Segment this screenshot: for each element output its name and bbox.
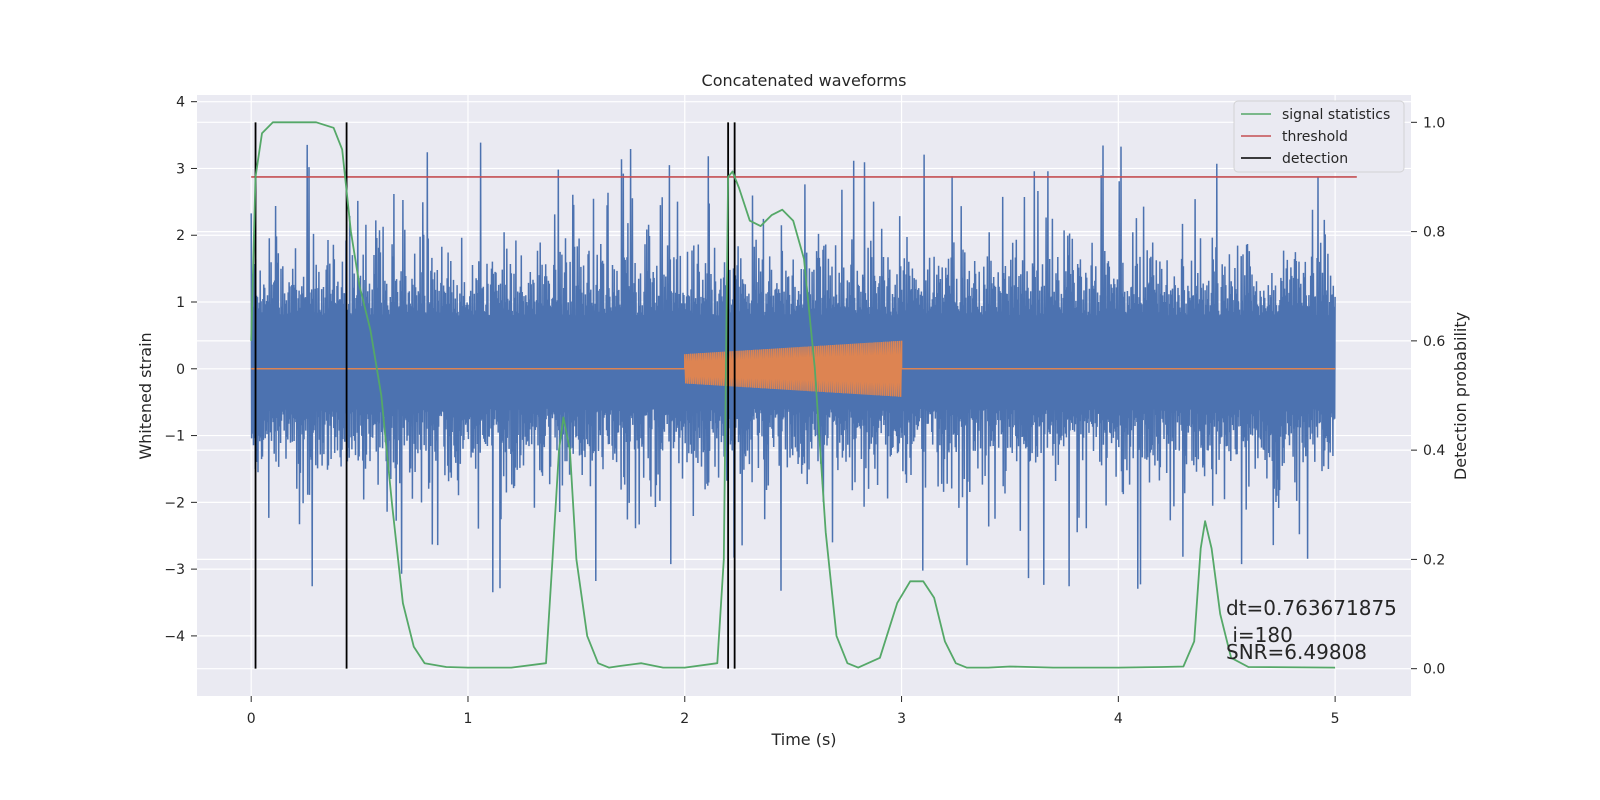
y-tick-label-left: 1 [176, 295, 185, 311]
y-tick-label-right: 0.0 [1423, 662, 1445, 678]
detection-series [254, 122, 736, 669]
legend-label-threshold: threshold [1282, 129, 1348, 145]
annotation-snr: SNR=6.49808 [1226, 640, 1367, 664]
injected-signal-line [251, 340, 1336, 397]
y-tick-label-right: 0.8 [1423, 225, 1445, 241]
y-tick-label-left: 0 [176, 362, 185, 378]
y-tick-label-left: 2 [176, 228, 185, 244]
axis-ticks: 0 1 2 3 4 5 −4 −3 −2 −1 0 1 2 3 4 0.0 0.2 0.4 0.6 0.8 1.0 [164, 95, 1445, 727]
annotation-dt: dt=0.763671875 [1226, 596, 1397, 620]
y-tick-label-left: −2 [164, 495, 185, 511]
legend-label-detection: detection [1282, 151, 1348, 167]
legend: signal statistics threshold detection [1233, 100, 1405, 173]
legend-label-signal-statistics: signal statistics [1282, 107, 1390, 123]
x-axis-label: Time (s) [770, 730, 836, 749]
x-tick-label: 4 [1114, 711, 1123, 727]
signal-statistics-line [250, 121, 1336, 669]
y-tick-label-right: 0.4 [1423, 443, 1445, 459]
noise-series [250, 142, 1336, 593]
y-tick-label-left: −3 [164, 562, 185, 578]
y-tick-label-right: 1.0 [1423, 115, 1445, 131]
x-tick-label: 3 [897, 711, 906, 727]
x-tick-label: 2 [680, 711, 689, 727]
y-tick-label-left: 3 [176, 161, 185, 177]
x-tick-label: 5 [1331, 711, 1340, 727]
y-axis-label-right: Detection probability [1451, 312, 1470, 480]
legend-box [1233, 100, 1405, 173]
x-tick-label: 0 [247, 711, 256, 727]
x-tick-label: 1 [464, 711, 473, 727]
y-tick-label-right: 0.6 [1423, 334, 1445, 350]
y-tick-label-left: −1 [164, 429, 185, 445]
chart-title: Concatenated waveforms [702, 71, 907, 90]
y-axis-label-left: Whitened strain [136, 332, 155, 459]
signal-statistics-series [250, 121, 1336, 669]
y-tick-label-left: −4 [164, 629, 185, 645]
noise-line [250, 142, 1336, 593]
y-tick-label-right: 0.2 [1423, 552, 1445, 568]
injected-signal-series [251, 340, 1336, 397]
annotation-i: i=180 [1226, 623, 1293, 647]
y-tick-label-left: 4 [176, 95, 185, 111]
